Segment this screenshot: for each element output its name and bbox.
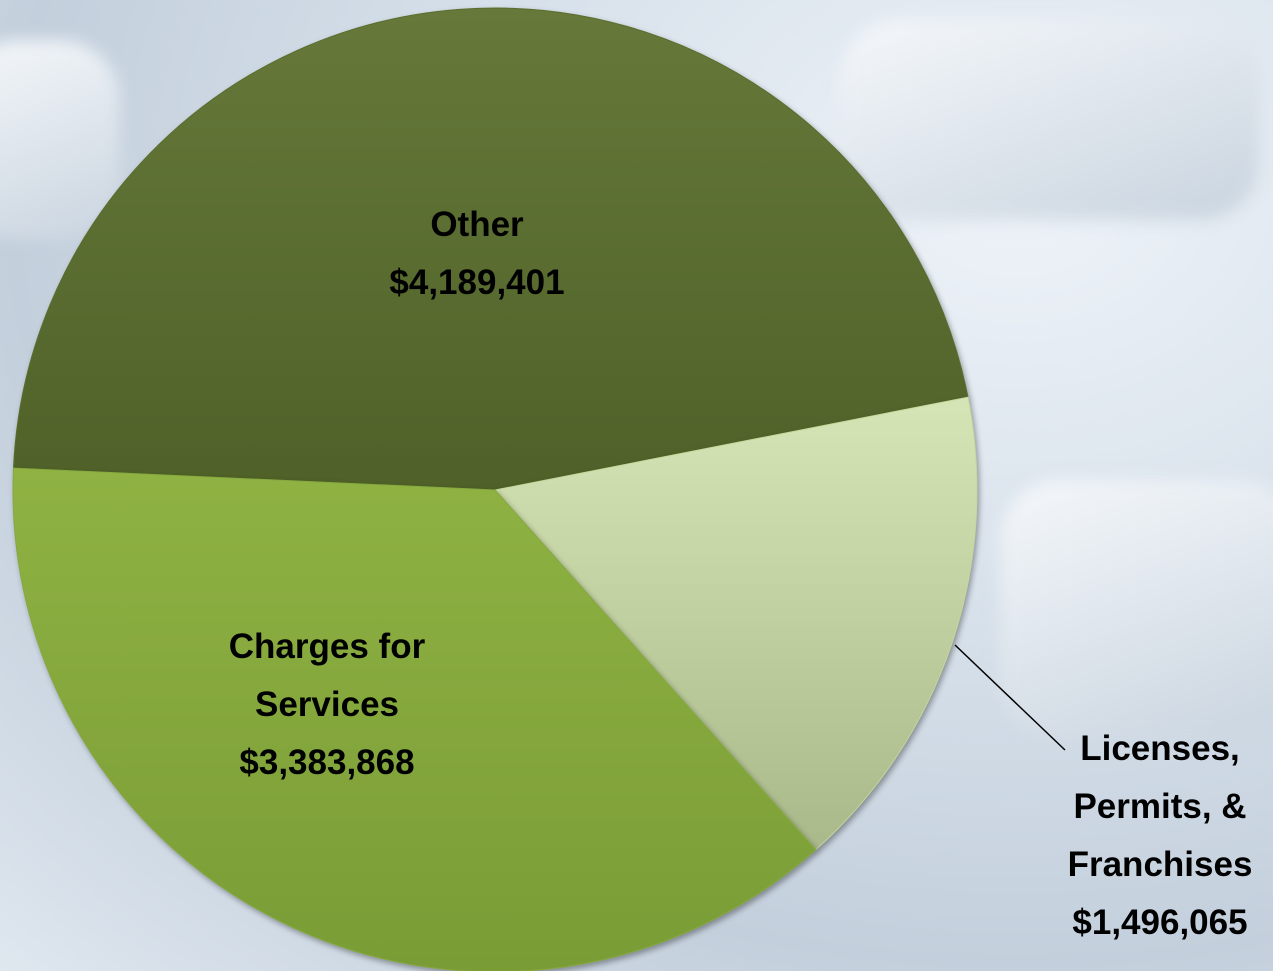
background-key: [840, 20, 1260, 220]
pie-slice: [494, 396, 978, 851]
slice-value: $3,383,868: [239, 743, 415, 782]
slice-label: Other $4,189,401: [327, 196, 627, 312]
slice-name: Charges for Services: [228, 627, 426, 724]
slice-label: Charges for Services $3,383,868: [197, 618, 457, 792]
background-key: [0, 40, 120, 240]
leader-line: [954, 644, 1066, 751]
slice-value: $4,189,401: [389, 263, 565, 302]
background-key: [1000, 480, 1273, 740]
slice-label: Licenses, Permits, & Franchises $1,496,06…: [1045, 720, 1273, 952]
slice-value: $1,496,065: [1072, 903, 1248, 942]
pie-slice: [12, 467, 817, 971]
slice-name: Other: [430, 205, 524, 244]
pie-slice: [12, 7, 969, 491]
slice-name: Licenses, Permits, & Franchises: [1067, 729, 1253, 884]
